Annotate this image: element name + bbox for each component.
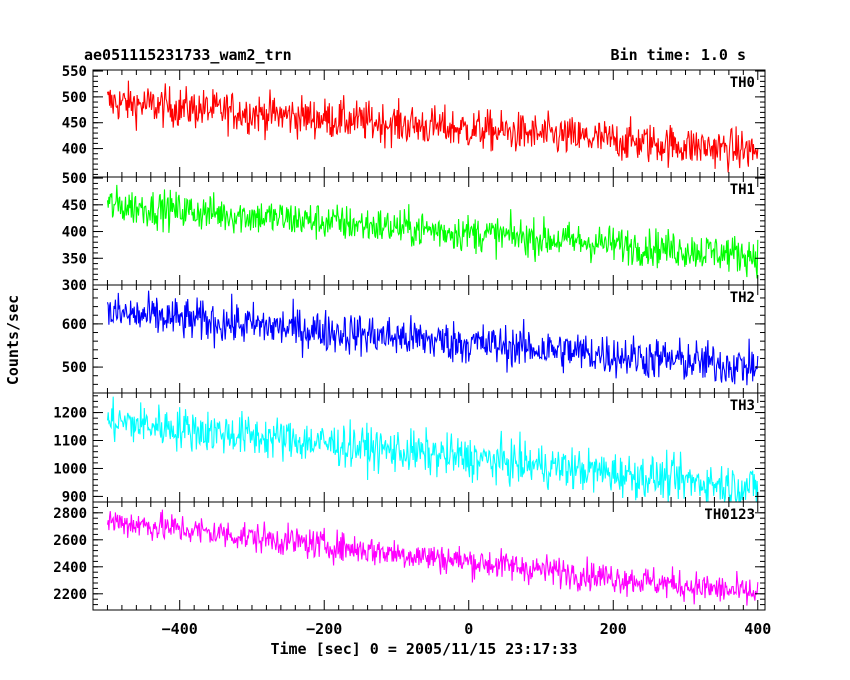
y-tick-label: 600 bbox=[62, 317, 87, 333]
y-tick-label: 1200 bbox=[53, 406, 87, 422]
y-tick-label: 2400 bbox=[53, 560, 87, 576]
y-tick-label: 300 bbox=[62, 278, 87, 294]
y-tick-label: 1000 bbox=[53, 461, 87, 477]
panel-frame-th1 bbox=[92, 176, 766, 286]
y-tick-label: 500 bbox=[62, 171, 87, 187]
x-axis-label: Time [sec] 0 = 2005/11/15 23:17:33 bbox=[270, 640, 577, 658]
panel-label-th0: TH0 bbox=[730, 75, 755, 91]
panel-frame-th0 bbox=[92, 69, 766, 178]
y-tick-label: 1100 bbox=[53, 434, 87, 450]
series-line-th0123 bbox=[106, 509, 759, 606]
series-line-th0 bbox=[106, 80, 759, 173]
x-tick-label: 400 bbox=[744, 620, 771, 638]
panel-label-th1: TH1 bbox=[730, 182, 755, 198]
panel-label-th0123: TH0123 bbox=[704, 507, 755, 523]
y-tick-label: 400 bbox=[62, 142, 87, 158]
x-tick-label: −200 bbox=[306, 620, 342, 638]
panels-group: 400 450 500 550 TH0 300 350 400 450 500 TH1 500 600 T… bbox=[53, 64, 771, 638]
y-tick-label: 500 bbox=[62, 360, 87, 376]
y-tick-label: 400 bbox=[62, 225, 87, 241]
series-line-th1 bbox=[106, 184, 759, 279]
y-tick-label: 2800 bbox=[53, 506, 87, 522]
y-axis-label: Counts/sec bbox=[4, 295, 22, 385]
y-tick-label: 500 bbox=[62, 90, 87, 106]
y-tick-label: 2600 bbox=[53, 533, 87, 549]
y-tick-label: 450 bbox=[62, 116, 87, 132]
y-tick-label: 350 bbox=[62, 251, 87, 267]
x-tick-label: 0 bbox=[464, 620, 473, 638]
x-tick-label: −400 bbox=[162, 620, 198, 638]
chart-title: ae051115231733_wam2_trn bbox=[84, 46, 292, 64]
panel-label-th2: TH2 bbox=[730, 290, 755, 306]
y-tick-label: 900 bbox=[62, 489, 87, 505]
y-tick-label: 450 bbox=[62, 198, 87, 214]
panel-frame-th2 bbox=[92, 284, 766, 394]
x-tick-label: 200 bbox=[600, 620, 627, 638]
series-line-th3 bbox=[106, 396, 759, 503]
bin-time-label: Bin time: 1.0 s bbox=[611, 46, 746, 64]
series-line-th2 bbox=[106, 290, 759, 386]
panel-label-th3: TH3 bbox=[730, 398, 755, 414]
y-tick-label: 2200 bbox=[53, 587, 87, 603]
y-tick-label: 550 bbox=[62, 64, 87, 80]
